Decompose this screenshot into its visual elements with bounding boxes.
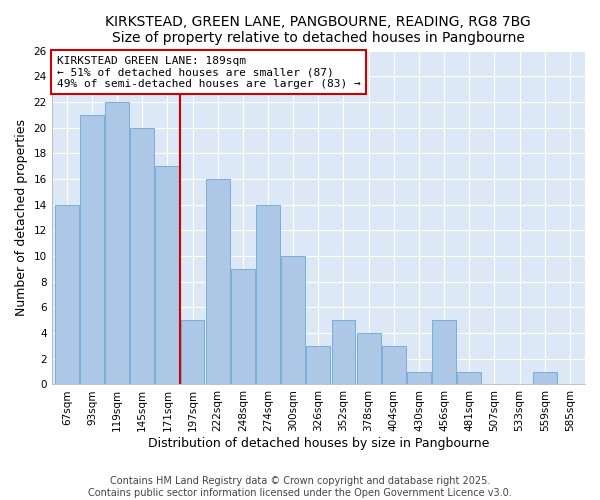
X-axis label: Distribution of detached houses by size in Pangbourne: Distribution of detached houses by size … — [148, 437, 489, 450]
Y-axis label: Number of detached properties: Number of detached properties — [15, 119, 28, 316]
Text: Contains HM Land Registry data © Crown copyright and database right 2025.
Contai: Contains HM Land Registry data © Crown c… — [88, 476, 512, 498]
Bar — [231, 269, 255, 384]
Bar — [332, 320, 355, 384]
Bar — [105, 102, 129, 385]
Bar — [457, 372, 481, 384]
Bar — [80, 114, 104, 384]
Bar — [533, 372, 557, 384]
Bar — [130, 128, 154, 384]
Title: KIRKSTEAD, GREEN LANE, PANGBOURNE, READING, RG8 7BG
Size of property relative to: KIRKSTEAD, GREEN LANE, PANGBOURNE, READI… — [106, 15, 531, 45]
Text: KIRKSTEAD GREEN LANE: 189sqm
← 51% of detached houses are smaller (87)
49% of se: KIRKSTEAD GREEN LANE: 189sqm ← 51% of de… — [57, 56, 361, 88]
Bar — [382, 346, 406, 385]
Bar — [206, 179, 230, 384]
Bar — [356, 333, 380, 384]
Bar — [155, 166, 179, 384]
Bar — [432, 320, 456, 384]
Bar — [256, 204, 280, 384]
Bar — [181, 320, 205, 384]
Bar — [281, 256, 305, 384]
Bar — [55, 204, 79, 384]
Bar — [407, 372, 431, 384]
Bar — [307, 346, 330, 385]
